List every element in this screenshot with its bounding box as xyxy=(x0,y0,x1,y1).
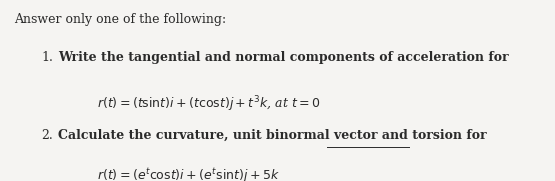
Text: Write the tangential and normal components of acceleration for: Write the tangential and normal componen… xyxy=(58,51,509,64)
Text: 2.: 2. xyxy=(42,129,53,142)
Text: 1.: 1. xyxy=(42,51,53,64)
Text: Calculate the curvature, unit: Calculate the curvature, unit xyxy=(58,129,266,142)
Text: $r(t) = (t\mathrm{sin}t)i + (t\mathrm{cos}t)j + t^3k$, at $t{=}0$: $r(t) = (t\mathrm{sin}t)i + (t\mathrm{co… xyxy=(97,94,321,114)
Text: Answer only one of the following:: Answer only one of the following: xyxy=(14,13,226,26)
Text: Calculate the curvature, unit binormal: Calculate the curvature, unit binormal xyxy=(58,129,330,142)
Text: Calculate the curvature, unit binormal vector and torsion for: Calculate the curvature, unit binormal v… xyxy=(58,129,487,142)
Text: $r(t) = (e^t\mathrm{cos}t)i + (e^t\mathrm{sin}t)j + 5k$: $r(t) = (e^t\mathrm{cos}t)i + (e^t\mathr… xyxy=(97,167,280,181)
